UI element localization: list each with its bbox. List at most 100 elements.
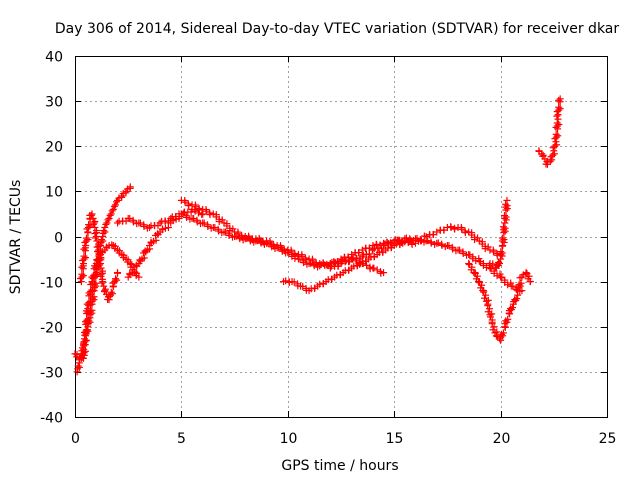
data-point xyxy=(407,237,415,245)
data-layer xyxy=(71,95,564,376)
data-point-fill xyxy=(91,270,99,278)
data-point-fill xyxy=(408,240,416,248)
data-point xyxy=(550,147,558,155)
series-trace-g xyxy=(326,255,388,277)
data-point-fill xyxy=(484,302,492,310)
data-point xyxy=(84,228,92,236)
data-point-fill xyxy=(456,246,464,254)
data-point-fill xyxy=(373,266,381,274)
data-point-fill xyxy=(100,227,108,235)
data-point xyxy=(554,111,562,119)
data-point-fill xyxy=(501,212,509,220)
data-point-fill xyxy=(158,225,166,233)
data-point-fill xyxy=(85,299,93,307)
data-point-fill xyxy=(482,291,490,299)
data-point-fill xyxy=(90,272,98,280)
data-point-fill xyxy=(499,329,507,337)
data-point-fill xyxy=(238,233,246,241)
data-point-fill xyxy=(193,218,201,226)
data-point-fill xyxy=(245,233,253,241)
data-point-fill xyxy=(319,260,327,268)
data-point-fill xyxy=(161,224,169,232)
x-tick-label: 20 xyxy=(493,431,511,447)
data-point xyxy=(548,156,556,164)
y-tick-label: 40 xyxy=(45,50,63,66)
data-point-fill xyxy=(81,338,89,346)
data-point-fill xyxy=(550,150,558,158)
data-point-fill xyxy=(183,213,191,221)
data-point-fill xyxy=(107,288,115,296)
data-point-fill xyxy=(126,215,134,223)
data-point-fill xyxy=(108,241,116,249)
chart-title: Day 306 of 2014, Sidereal Day-to-day VTE… xyxy=(55,21,620,37)
data-point-fill xyxy=(80,252,88,260)
data-point-fill xyxy=(87,211,95,219)
data-point xyxy=(503,196,511,204)
data-point xyxy=(422,233,430,240)
data-point xyxy=(103,219,111,227)
data-point-fill xyxy=(112,198,120,206)
data-point xyxy=(220,219,228,227)
data-point-fill xyxy=(106,211,114,219)
data-point xyxy=(114,269,122,277)
data-point-fill xyxy=(287,248,295,256)
data-point-fill xyxy=(190,215,198,223)
data-point-fill xyxy=(86,297,94,305)
data-point-fill xyxy=(498,249,506,257)
data-point xyxy=(358,246,366,254)
data-point xyxy=(94,246,102,254)
data-point-fill xyxy=(282,277,290,285)
series-trace-l xyxy=(535,95,564,168)
data-point-fill xyxy=(110,202,118,210)
data-point-fill xyxy=(221,228,229,236)
data-point xyxy=(111,201,119,209)
data-point-fill xyxy=(169,216,177,224)
series-trace-j xyxy=(486,196,511,272)
data-point xyxy=(369,242,377,250)
x-tick-label: 10 xyxy=(280,431,298,447)
data-point-fill xyxy=(498,234,506,242)
data-point-fill xyxy=(89,214,97,222)
data-point-fill xyxy=(549,151,557,159)
data-point-fill xyxy=(206,211,214,219)
data-point-fill xyxy=(500,236,508,244)
data-point-fill xyxy=(502,213,510,221)
series-trace-h xyxy=(124,205,207,281)
data-point-fill xyxy=(225,231,233,239)
data-point xyxy=(135,273,143,281)
data-point xyxy=(475,237,483,245)
data-point-fill xyxy=(280,247,288,255)
data-point-fill xyxy=(417,236,425,244)
data-point-fill xyxy=(266,239,274,247)
data-point xyxy=(337,260,345,268)
data-point-fill xyxy=(172,215,180,223)
series-trace-i xyxy=(465,260,522,344)
y-tick-label: -30 xyxy=(40,366,63,382)
data-point xyxy=(92,233,100,240)
data-point-fill xyxy=(82,254,90,262)
data-point xyxy=(380,269,388,277)
data-point-fill xyxy=(96,261,104,269)
data-point-fill xyxy=(98,279,106,287)
data-point-fill xyxy=(370,264,378,272)
data-point-fill xyxy=(82,337,90,345)
data-point-fill xyxy=(140,254,148,262)
data-point-fill xyxy=(211,224,219,232)
x-tick-label: 5 xyxy=(177,431,186,447)
data-point-fill xyxy=(555,103,563,111)
data-point-fill xyxy=(490,248,498,256)
data-point xyxy=(497,273,505,281)
data-point xyxy=(326,264,334,272)
y-tick-label: -20 xyxy=(40,321,63,337)
data-point xyxy=(90,219,98,227)
data-point-fill xyxy=(490,323,498,331)
series-trace-k xyxy=(514,269,534,295)
data-point-fill xyxy=(104,216,112,224)
data-point-fill xyxy=(194,209,202,217)
data-point-fill xyxy=(481,245,489,253)
data-point-fill xyxy=(553,119,561,127)
data-point-fill xyxy=(451,225,459,233)
y-tick-label: 10 xyxy=(45,185,63,201)
data-point-fill xyxy=(140,222,148,230)
data-point xyxy=(465,260,473,268)
